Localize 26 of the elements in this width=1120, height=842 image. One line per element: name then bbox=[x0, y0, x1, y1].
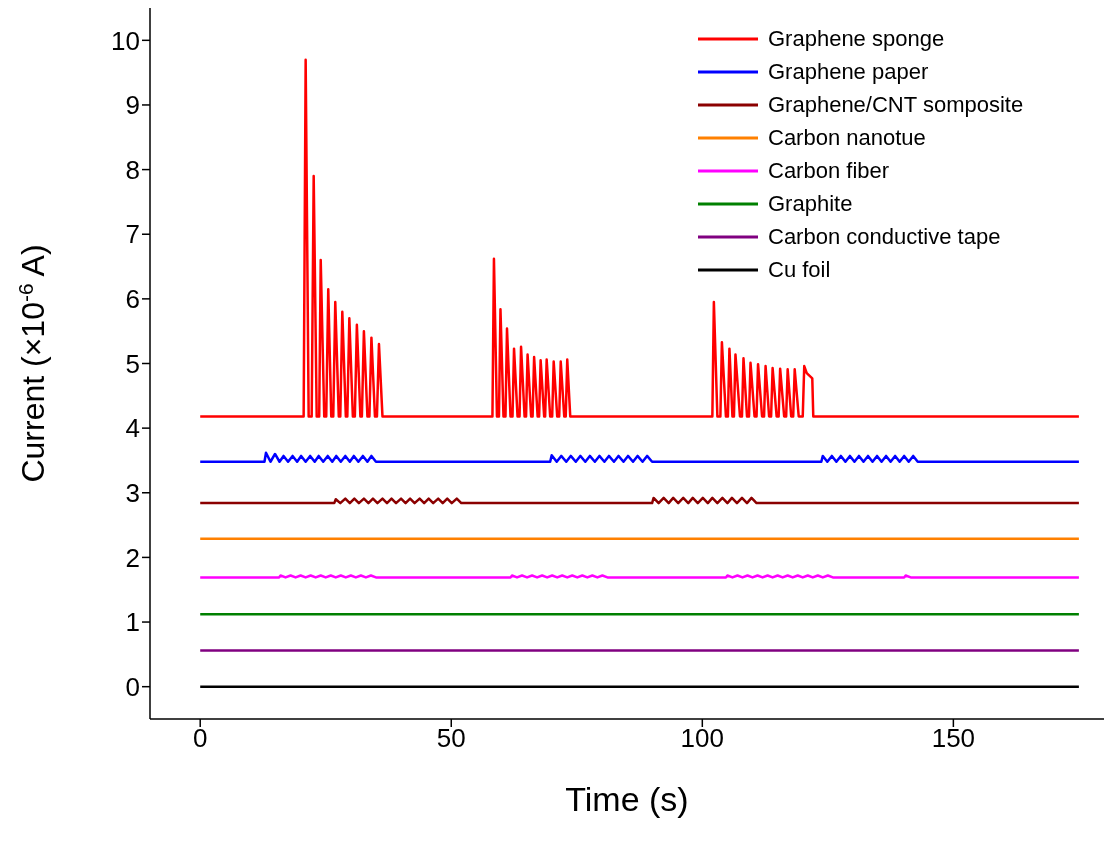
y-tick-label: 8 bbox=[125, 154, 140, 185]
legend-label: Carbon conductive tape bbox=[768, 223, 1001, 250]
y-tick-label: 0 bbox=[125, 671, 140, 702]
line-series bbox=[198, 58, 1081, 418]
y-tick-label: 3 bbox=[125, 478, 140, 508]
y-tick-label: 9 bbox=[125, 90, 140, 121]
legend-label: Carbon fiber bbox=[768, 157, 890, 184]
y-tick-label: 5 bbox=[125, 348, 140, 379]
legend-label: Graphene sponge bbox=[768, 25, 945, 52]
legend-label: Cu foil bbox=[768, 256, 831, 283]
line-series bbox=[198, 451, 1081, 463]
legend-label: Graphene paper bbox=[768, 58, 929, 85]
y-tick-label: 2 bbox=[125, 542, 140, 573]
legend-label: Carbon nanotue bbox=[768, 124, 926, 151]
y-tick-label: 10 bbox=[111, 25, 140, 56]
x-tick-label: 0 bbox=[192, 723, 208, 754]
legend-label: Graphene/CNT somposite bbox=[768, 91, 1024, 118]
x-tick-label: 100 bbox=[680, 723, 725, 754]
x-axis-title: Time (s) bbox=[565, 780, 689, 818]
y-tick-label: 1 bbox=[125, 607, 140, 638]
y-tick-label: 6 bbox=[125, 284, 140, 315]
y-tick-label: 7 bbox=[125, 219, 140, 250]
x-tick-label: 50 bbox=[436, 723, 466, 754]
x-tick-label: 150 bbox=[931, 723, 976, 754]
y-tick-label: 4 bbox=[125, 413, 140, 444]
legend-label: Graphite bbox=[768, 190, 853, 217]
